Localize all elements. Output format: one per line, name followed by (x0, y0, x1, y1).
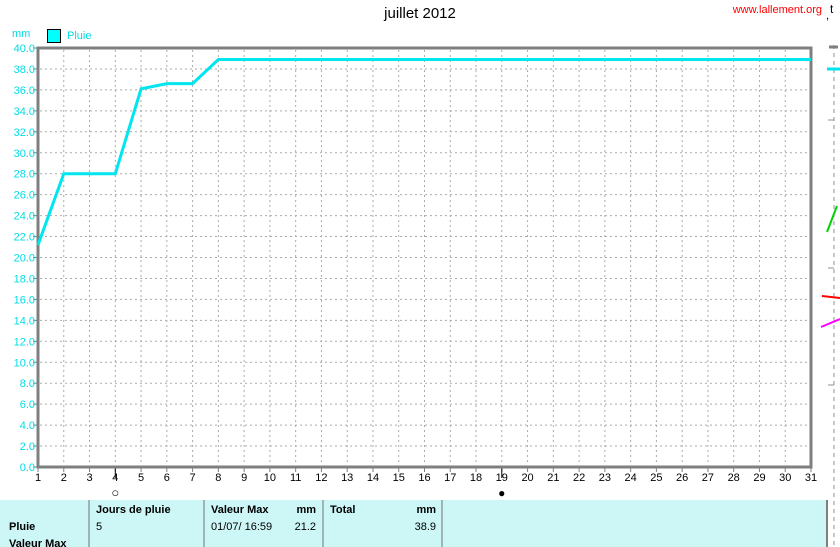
pluie-series-line (36, 58, 811, 246)
row-valeur-max-label: Valeur Max (9, 538, 67, 547)
svg-text:16.0: 16.0 (14, 294, 35, 306)
edge-text-fragment: , (826, 10, 830, 22)
svg-text:16: 16 (418, 472, 430, 484)
valeur-max-date: 01/07/ 16:59 (211, 521, 273, 533)
svg-text:10: 10 (264, 472, 276, 484)
svg-text:4: 4 (112, 472, 118, 484)
svg-text:10.0: 10.0 (14, 357, 35, 369)
svg-text:0.0: 0.0 (20, 462, 35, 474)
y-axis-unit-label: mm (12, 28, 31, 40)
svg-text:9: 9 (241, 472, 247, 484)
axis-ticks (33, 47, 812, 478)
panel-separator (441, 500, 443, 547)
full-moon-icon: ○ (111, 485, 119, 500)
svg-text:21: 21 (547, 472, 559, 484)
x-axis-labels: 1 2 3 4 5 6 7 8 9 10 11 12 13 14 15 16 17 18 19 20 21 22 23 24 2… (35, 472, 817, 484)
svg-text:8: 8 (215, 472, 221, 484)
summary-panel: Jours de pluie Valeur Max mm Total mm Pl… (0, 500, 828, 547)
svg-text:20.0: 20.0 (14, 253, 35, 265)
svg-text:12.0: 12.0 (14, 336, 35, 348)
svg-text:22.0: 22.0 (14, 232, 35, 244)
svg-text:28.0: 28.0 (14, 169, 35, 181)
svg-text:14.0: 14.0 (14, 315, 35, 327)
gridlines (40, 50, 809, 465)
jours-de-pluie-value: 5 (96, 521, 103, 533)
svg-text:23: 23 (599, 472, 611, 484)
svg-text:25: 25 (650, 472, 662, 484)
svg-text:4.0: 4.0 (20, 420, 35, 432)
col-total-unit: mm (416, 504, 436, 516)
svg-text:6.0: 6.0 (20, 399, 35, 411)
svg-text:5: 5 (138, 472, 144, 484)
edge-text-fragment: t (830, 2, 834, 16)
col-valeur-max-unit: mm (296, 504, 316, 516)
svg-text:40.0: 40.0 (14, 43, 35, 55)
svg-text:18: 18 (470, 472, 482, 484)
svg-text:24: 24 (625, 472, 637, 484)
svg-text:15: 15 (393, 472, 405, 484)
row-pluie-label: Pluie (9, 521, 36, 533)
total-value: 38.9 (414, 521, 436, 533)
y-axis-labels: 0.0 2.0 4.0 6.0 8.0 10.0 12.0 14.0 16.0 18.0 20.0 2… (14, 43, 35, 474)
col-total-header: Total (330, 504, 356, 516)
new-moon-icon: ● (498, 486, 505, 500)
svg-text:20: 20 (521, 472, 533, 484)
valeur-max-value: 21.2 (294, 521, 316, 533)
svg-text:2: 2 (61, 472, 67, 484)
svg-text:14: 14 (367, 472, 379, 484)
panel-separator (203, 500, 205, 547)
panel-separator (322, 500, 324, 547)
chart-title: juillet 2012 (384, 5, 456, 22)
legend-swatch-icon (47, 29, 61, 43)
svg-text:32.0: 32.0 (14, 127, 35, 139)
svg-text:6: 6 (164, 472, 170, 484)
adjacent-chart-edge (820, 45, 840, 547)
svg-text:13: 13 (341, 472, 353, 484)
svg-text:30.0: 30.0 (14, 148, 35, 160)
svg-text:8.0: 8.0 (20, 378, 35, 390)
col-jours-header: Jours de pluie (96, 504, 171, 516)
svg-text:26: 26 (676, 472, 688, 484)
panel-separator (88, 500, 90, 547)
svg-text:34.0: 34.0 (14, 106, 35, 118)
svg-text:18.0: 18.0 (14, 273, 35, 285)
svg-text:38.0: 38.0 (14, 64, 35, 76)
svg-text:28: 28 (728, 472, 740, 484)
website-link[interactable]: www.lallement.org (732, 4, 822, 16)
svg-text:27: 27 (702, 472, 714, 484)
svg-text:2.0: 2.0 (20, 441, 35, 453)
svg-text:3: 3 (86, 472, 92, 484)
svg-text:12: 12 (315, 472, 327, 484)
svg-text:26.0: 26.0 (14, 190, 35, 202)
svg-text:17: 17 (444, 472, 456, 484)
plot-border (36, 46, 813, 469)
svg-text:22: 22 (573, 472, 585, 484)
svg-text:29: 29 (753, 472, 765, 484)
col-valeur-max-header: Valeur Max (211, 504, 269, 516)
legend-label: Pluie (67, 30, 92, 42)
svg-text:31: 31 (805, 472, 817, 484)
svg-text:24.0: 24.0 (14, 211, 35, 223)
svg-text:11: 11 (290, 472, 301, 484)
svg-text:1: 1 (35, 472, 41, 484)
svg-text:30: 30 (779, 472, 791, 484)
svg-text:36.0: 36.0 (14, 85, 35, 97)
legend: Pluie (47, 29, 91, 43)
svg-text:19: 19 (496, 472, 508, 484)
svg-text:7: 7 (190, 472, 196, 484)
